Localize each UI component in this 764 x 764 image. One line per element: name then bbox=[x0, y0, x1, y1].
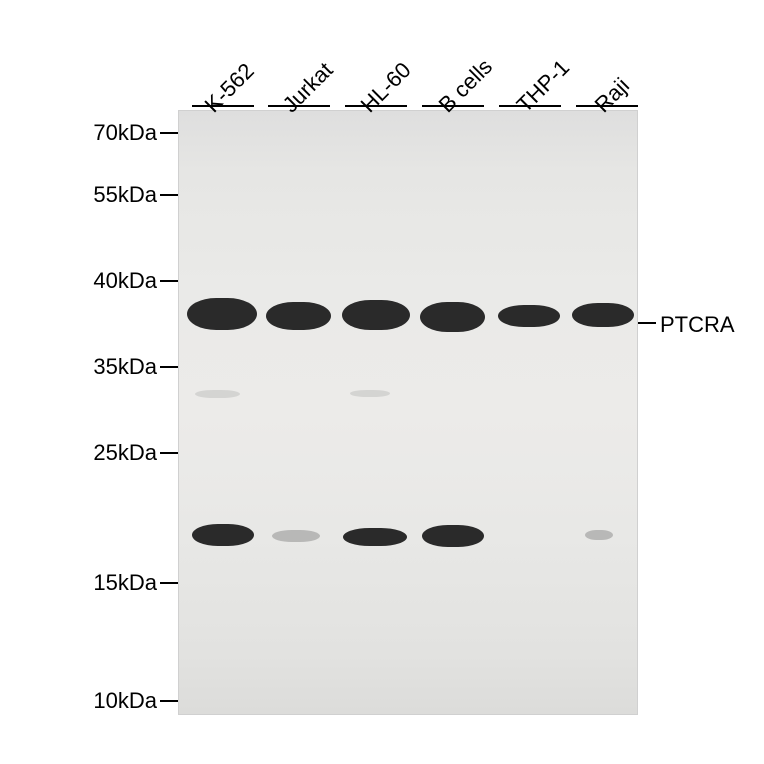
band bbox=[195, 390, 240, 398]
mw-tick bbox=[160, 194, 178, 196]
band bbox=[572, 303, 634, 327]
band bbox=[585, 530, 613, 540]
band bbox=[272, 530, 320, 542]
band bbox=[422, 525, 484, 547]
band bbox=[420, 302, 485, 332]
mw-tick bbox=[160, 280, 178, 282]
band bbox=[343, 528, 407, 546]
mw-label: 55kDa bbox=[0, 182, 157, 208]
protein-label: PTCRA bbox=[660, 312, 735, 338]
mw-tick bbox=[160, 132, 178, 134]
mw-label: 15kDa bbox=[0, 570, 157, 596]
mw-tick bbox=[160, 452, 178, 454]
band bbox=[192, 524, 254, 546]
mw-label: 25kDa bbox=[0, 440, 157, 466]
band bbox=[266, 302, 331, 330]
mw-label: 35kDa bbox=[0, 354, 157, 380]
mw-markers-group: 70kDa 55kDa 40kDa 35kDa 25kDa 15kDa 10kDa bbox=[0, 0, 764, 764]
western-blot-figure: K-562JurkatHL-60B cellsTHP-1Raji 70kDa55… bbox=[0, 0, 764, 764]
mw-label: 40kDa bbox=[0, 268, 157, 294]
mw-tick bbox=[160, 366, 178, 368]
mw-tick bbox=[160, 582, 178, 584]
band bbox=[498, 305, 560, 327]
mw-tick bbox=[160, 700, 178, 702]
protein-tick bbox=[638, 322, 656, 324]
mw-label: 10kDa bbox=[0, 688, 157, 714]
band bbox=[350, 390, 390, 397]
band bbox=[342, 300, 410, 330]
mw-label: 70kDa bbox=[0, 120, 157, 146]
band bbox=[187, 298, 257, 330]
